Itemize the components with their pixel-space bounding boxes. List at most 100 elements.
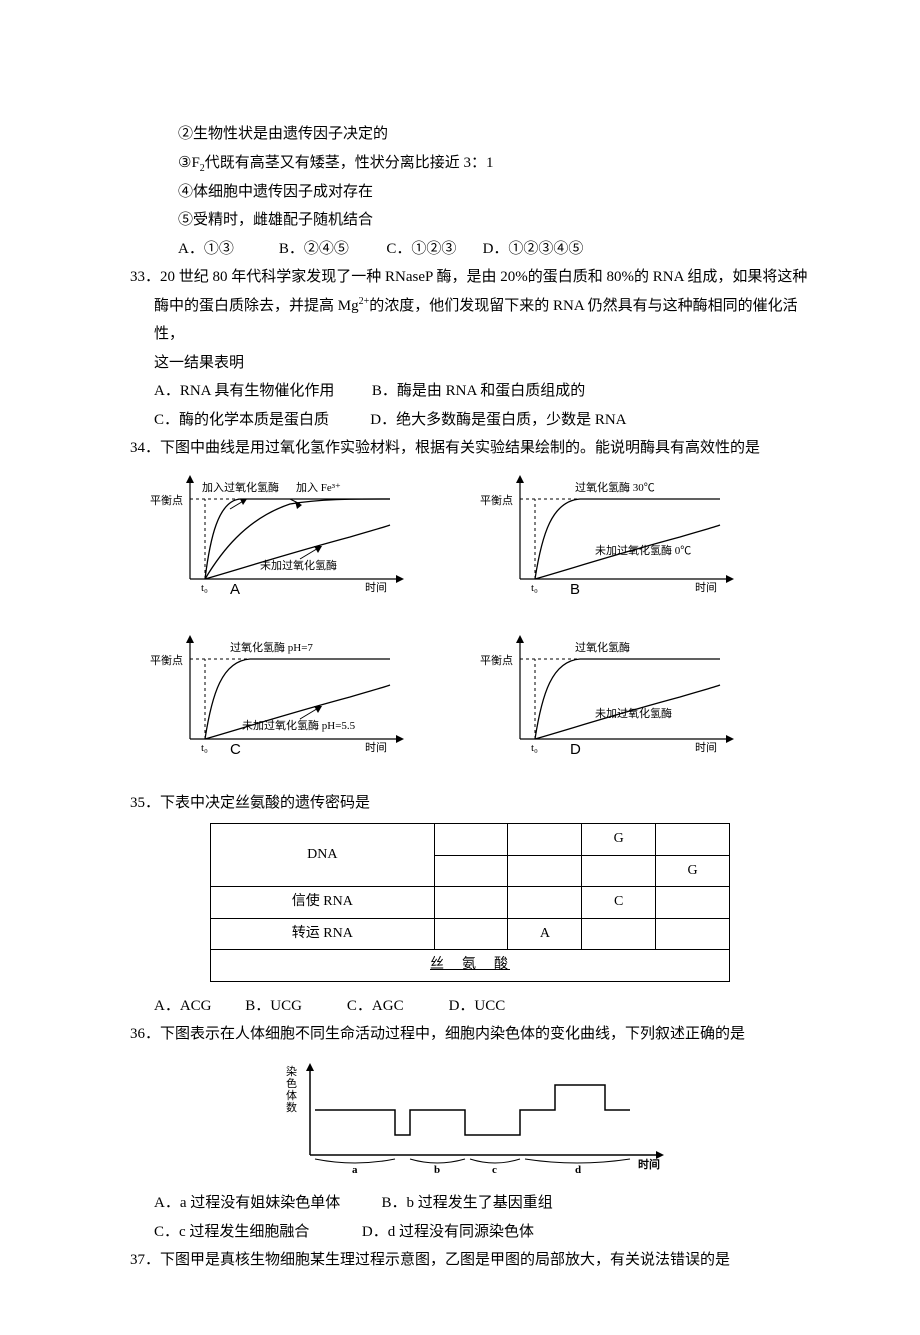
item-2: ②生物性状是由遗传因子决定的: [178, 120, 810, 149]
text: A．a 过程没有姐妹染色单体 B．b 过程发生了基因重组: [154, 1195, 553, 1211]
cell: [434, 887, 508, 919]
stem-line: 33．20 世纪 80 年代科学家发现了一种 RNaseP 酶，是由 20%的蛋…: [130, 263, 810, 292]
text: ③F: [178, 155, 200, 171]
seg-b: b: [434, 1164, 440, 1175]
xlabel: 时间: [638, 1157, 660, 1171]
cell: [656, 824, 730, 856]
ylabel-char: 色: [286, 1076, 297, 1090]
cell: [434, 918, 508, 950]
t0: t₀: [201, 742, 208, 754]
cell: 信使 RNA: [211, 887, 435, 919]
text: ②生物性状是由遗传因子决定的: [178, 126, 388, 142]
label: 未加过氧化氢酶 0℃: [595, 543, 691, 557]
chart-svg: 平衡点 加入过氧化氢酶 加入 Fe³⁺ 未加过氧化氢酶 时间 t₀: [150, 469, 420, 599]
t0: t₀: [531, 582, 538, 594]
chart-svg: 平衡点 过氧化氢酶 pH=7 未加过氧化氢酶 pH=5.5 时间 t₀: [150, 629, 420, 759]
option-row: C．c 过程发生细胞融合 D．d 过程没有同源染色体: [154, 1218, 810, 1247]
table-row: 信使 RNA C: [211, 887, 730, 919]
label: 过氧化氢酶: [575, 640, 630, 654]
question-33: 33．20 世纪 80 年代科学家发现了一种 RNaseP 酶，是由 20%的蛋…: [130, 263, 810, 434]
option-row: A．RNA 具有生物催化作用 B．酶是由 RNA 和蛋白质组成的: [154, 377, 810, 406]
chart-letter: A: [230, 576, 240, 605]
label: 未加过氧化氢酶 pH=5.5: [242, 718, 356, 732]
chart-letter: C: [230, 736, 241, 765]
xlabel: 时间: [365, 581, 387, 594]
chart-svg: 染 色 体 数 a b c d 时间: [260, 1055, 680, 1175]
text: C．c 过程发生细胞融合 D．d 过程没有同源染色体: [154, 1224, 534, 1240]
question-35: 35．下表中决定丝氨酸的遗传密码是 DNA G G 信使 RNA C: [130, 789, 810, 1021]
text: 36．下图表示在人体细胞不同生命活动过程中，细胞内染色体的变化曲线，下列叙述正确…: [130, 1026, 745, 1042]
text: 37．下图甲是真核生物细胞某生理过程示意图，乙图是甲图的局部放大，有关说法错误的…: [130, 1252, 730, 1268]
text: 35．下表中决定丝氨酸的遗传密码是: [130, 795, 370, 811]
cell: [656, 887, 730, 919]
stem-line: 35．下表中决定丝氨酸的遗传密码是: [130, 789, 810, 818]
options-32: A．①③ B．②④⑤ C．①②③ D．①②③④⑤: [178, 235, 810, 264]
ylabel: 平衡点: [150, 654, 183, 667]
question-37: 37．下图甲是真核生物细胞某生理过程示意图，乙图是甲图的局部放大，有关说法错误的…: [130, 1246, 810, 1275]
cell: G: [656, 855, 730, 887]
cell: [582, 855, 656, 887]
chart-letter: B: [570, 576, 580, 605]
table-row: 转运 RNA A: [211, 918, 730, 950]
label: 过氧化氢酶 30℃: [575, 480, 655, 494]
chart-svg: 平衡点 过氧化氢酶 未加过氧化氢酶 时间 t₀: [480, 629, 750, 759]
label: 未加过氧化氢酶: [595, 706, 672, 720]
chart-c: 平衡点 过氧化氢酶 pH=7 未加过氧化氢酶 pH=5.5 时间 t₀ C: [150, 629, 420, 759]
label: 加入过氧化氢酶: [202, 480, 279, 494]
text: 这一结果表明: [154, 355, 244, 371]
cell: [508, 855, 582, 887]
exam-page: ②生物性状是由遗传因子决定的 ③F2代既有高茎又有矮茎，性状分离比接近 3：1 …: [0, 0, 920, 1335]
option-row: A．ACG B．UCG C．AGC D．UCC: [154, 992, 810, 1021]
ylabel: 平衡点: [480, 654, 513, 667]
seg-d: d: [575, 1164, 581, 1175]
ylabel: 平衡点: [150, 494, 183, 507]
cell: 丝 氨 酸: [211, 950, 730, 982]
superscript: 2+: [359, 296, 370, 307]
xlabel: 时间: [365, 741, 387, 754]
option-row: C．酶的化学本质是蛋白质 D．绝大多数酶是蛋白质，少数是 RNA: [154, 406, 810, 435]
seg-a: a: [352, 1164, 358, 1175]
cell: [434, 824, 508, 856]
chart-a: 平衡点 加入过氧化氢酶 加入 Fe³⁺ 未加过氧化氢酶 时间 t₀ A: [150, 469, 420, 599]
item-5: ⑤受精时，雌雄配子随机结合: [178, 206, 810, 235]
stem-line: 这一结果表明: [154, 349, 810, 378]
chart-row-1: 平衡点 加入过氧化氢酶 加入 Fe³⁺ 未加过氧化氢酶 时间 t₀ A: [150, 469, 810, 599]
cell: A: [508, 918, 582, 950]
stem-line: 36．下图表示在人体细胞不同生命活动过程中，细胞内染色体的变化曲线，下列叙述正确…: [130, 1020, 810, 1049]
label: 加入 Fe³⁺: [296, 481, 341, 494]
table-row: 丝 氨 酸: [211, 950, 730, 982]
text: 代既有高茎又有矮茎，性状分离比接近 3：1: [205, 155, 494, 171]
text: A．ACG B．UCG C．AGC D．UCC: [154, 998, 505, 1014]
seg-c: c: [492, 1164, 497, 1175]
text: 酶中的蛋白质除去，并提高 Mg: [154, 298, 359, 314]
cell: [508, 887, 582, 919]
cell: [508, 824, 582, 856]
chromosome-chart: 染 色 体 数 a b c d 时间: [130, 1055, 810, 1186]
item-3: ③F2代既有高茎又有矮茎，性状分离比接近 3：1: [178, 149, 810, 178]
text: C．酶的化学本质是蛋白质 D．绝大多数酶是蛋白质，少数是 RNA: [154, 412, 627, 428]
cell: G: [582, 824, 656, 856]
xlabel: 时间: [695, 741, 717, 754]
label: 过氧化氢酶 pH=7: [230, 640, 313, 654]
label: 未加过氧化氢酶: [260, 558, 337, 572]
chart-row-2: 平衡点 过氧化氢酶 pH=7 未加过氧化氢酶 pH=5.5 时间 t₀ C: [150, 629, 810, 759]
chart-letter: D: [570, 736, 581, 765]
question-34: 34．下图中曲线是用过氧化氢作实验材料，根据有关实验结果绘制的。能说明酶具有高效…: [130, 434, 810, 759]
t0: t₀: [531, 742, 538, 754]
cell: C: [582, 887, 656, 919]
chart-d: 平衡点 过氧化氢酶 未加过氧化氢酶 时间 t₀ D: [480, 629, 750, 759]
option-row: A．a 过程没有姐妹染色单体 B．b 过程发生了基因重组: [154, 1189, 810, 1218]
table-row: DNA G: [211, 824, 730, 856]
ylabel-char: 染: [286, 1064, 297, 1078]
t0: t₀: [201, 582, 208, 594]
stem-line: 34．下图中曲线是用过氧化氢作实验材料，根据有关实验结果绘制的。能说明酶具有高效…: [130, 434, 810, 463]
cell: [656, 918, 730, 950]
text: ⑤受精时，雌雄配子随机结合: [178, 212, 373, 228]
stem-line: 37．下图甲是真核生物细胞某生理过程示意图，乙图是甲图的局部放大，有关说法错误的…: [130, 1246, 810, 1275]
ylabel-char: 体: [286, 1088, 297, 1102]
cell: [434, 855, 508, 887]
text: ④体细胞中遗传因子成对存在: [178, 184, 373, 200]
text: A．①③ B．②④⑤ C．①②③ D．①②③④⑤: [178, 241, 583, 257]
cell: 转运 RNA: [211, 918, 435, 950]
question-36: 36．下图表示在人体细胞不同生命活动过程中，细胞内染色体的变化曲线，下列叙述正确…: [130, 1020, 810, 1246]
